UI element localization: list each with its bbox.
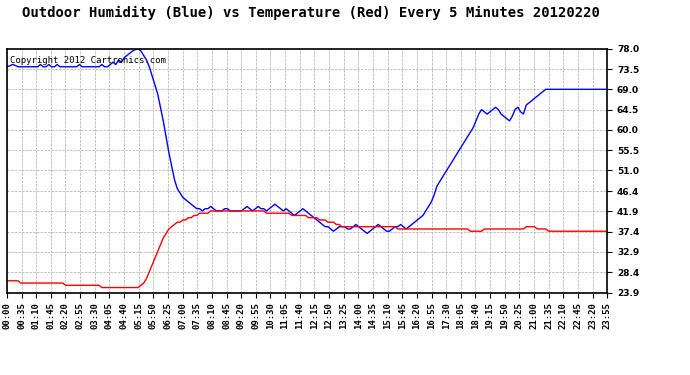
Text: Outdoor Humidity (Blue) vs Temperature (Red) Every 5 Minutes 20120220: Outdoor Humidity (Blue) vs Temperature (…: [21, 6, 600, 20]
Text: Copyright 2012 Cartronics.com: Copyright 2012 Cartronics.com: [10, 56, 166, 65]
